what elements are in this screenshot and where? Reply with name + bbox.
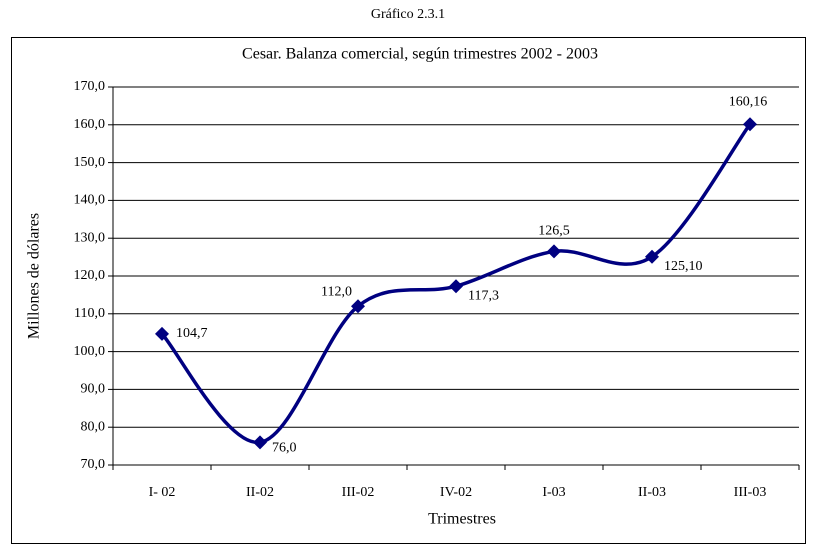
y-tick-label: 80,0	[81, 419, 106, 434]
y-tick-label: 120,0	[74, 268, 106, 283]
super-title: Gráfico 2.3.1	[371, 7, 445, 22]
x-tick-label: III-03	[734, 485, 767, 500]
value-label: 117,3	[468, 288, 499, 303]
marker	[547, 244, 561, 259]
chart-title: Cesar. Balanza comercial, según trimestr…	[242, 46, 598, 63]
value-label: 112,0	[321, 284, 352, 299]
value-label: 125,10	[664, 259, 703, 274]
marker	[645, 249, 659, 264]
marker	[743, 117, 757, 132]
x-axis-label: Trimestres	[428, 511, 496, 528]
value-label: 104,7	[176, 326, 208, 341]
x-tick-label: IV-02	[440, 485, 472, 500]
y-tick-label: 140,0	[74, 193, 106, 208]
value-label: 126,5	[538, 224, 570, 239]
y-tick-label: 150,0	[74, 155, 106, 170]
y-tick-label: 110,0	[74, 306, 105, 321]
y-tick-label: 160,0	[74, 117, 106, 132]
marker	[155, 326, 169, 341]
y-tick-label: 100,0	[74, 344, 106, 359]
value-label: 76,0	[272, 441, 297, 456]
x-tick-label: II-02	[246, 485, 274, 500]
y-tick-label: 130,0	[74, 230, 106, 245]
marker	[449, 279, 463, 294]
y-tick-label: 90,0	[81, 382, 106, 397]
x-tick-label: I-03	[542, 485, 565, 500]
marker	[253, 435, 267, 450]
marker	[351, 299, 365, 314]
y-axis-label: Millones de dólares	[26, 213, 43, 339]
x-tick-label: III-02	[342, 485, 375, 500]
x-tick-label: I- 02	[149, 485, 176, 500]
y-tick-label: 170,0	[74, 79, 106, 94]
value-label: 160,16	[729, 94, 768, 109]
y-tick-label: 70,0	[81, 457, 106, 472]
x-tick-label: II-03	[638, 485, 666, 500]
